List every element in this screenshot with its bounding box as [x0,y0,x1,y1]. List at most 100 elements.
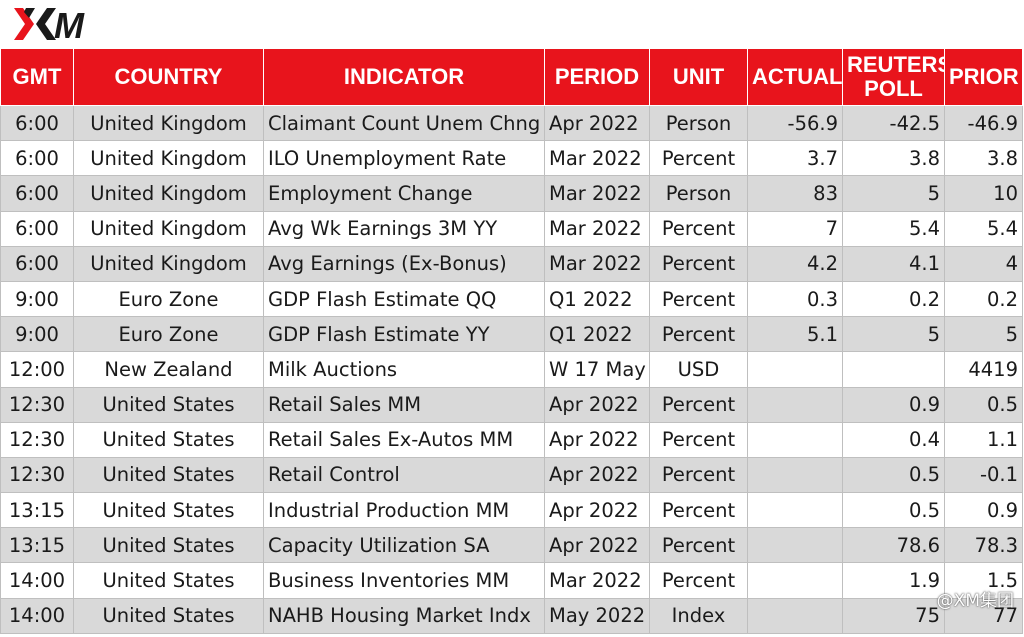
cell-actual [747,421,843,458]
cell-poll: 0.5 [842,456,945,494]
cell-gmt: 12:30 [0,421,74,458]
header-reuters-line1: REUTERS [847,52,945,77]
cell-unit: Percent [649,456,748,494]
cell-indicator: Business Inventories MM [263,562,545,599]
header-reuters-line2: POLL [864,76,923,101]
cell-unit: Percent [649,386,748,423]
cell-poll: 78.6 [842,527,945,564]
cell-poll: 0.4 [842,421,945,458]
cell-unit: Person [649,104,748,142]
cell-period: Apr 2022 [544,492,650,529]
cell-unit: Percent [649,527,748,564]
table-row: 12:30 United States Retail Sales Ex-Autos … [0,421,1023,458]
cell-gmt: 6:00 [0,175,74,212]
cell-unit: Percent [649,210,748,247]
cell-poll [842,351,945,388]
cell-period: Q1 2022 [544,280,650,318]
cell-unit: Percent [649,316,748,353]
cell-indicator: Retail Sales MM [263,386,545,423]
cell-poll: 5 [842,316,945,353]
table-row: 9:00 Euro Zone GDP Flash Estimate YY Q1 202… [0,316,1023,353]
cell-indicator: Retail Control [263,456,545,494]
table-row: 12:30 United States Retail Control Apr 2022… [0,456,1023,494]
cell-gmt: 9:00 [0,316,74,353]
header-unit: UNIT [649,48,748,106]
cell-prior: 0.5 [944,386,1023,423]
table-row: 14:00 United States Business Inventories M… [0,562,1023,599]
cell-indicator: Employment Change [263,175,545,212]
cell-gmt: 12:30 [0,456,74,494]
cell-period: Apr 2022 [544,421,650,458]
table-row: 13:15 United States Industrial Production … [0,492,1023,529]
cell-unit: Percent [649,562,748,599]
cell-unit: Percent [649,421,748,458]
cell-prior: 10 [944,175,1023,212]
header-indicator: INDICATOR [263,48,545,106]
watermark: @XM集团 [936,591,1014,611]
cell-poll: 75 [842,597,945,634]
cell-gmt: 14:00 [0,597,74,634]
cell-actual: 3.7 [747,140,843,177]
cell-period: Mar 2022 [544,140,650,177]
cell-poll: 1.9 [842,562,945,599]
cell-actual [747,456,843,494]
header-row: GMT COUNTRY INDICATOR PERIOD UNIT ACTUAL… [0,48,1023,106]
cell-indicator: GDP Flash Estimate YY [263,316,545,353]
cell-unit: Percent [649,245,748,282]
header-period: PERIOD [544,48,650,106]
cell-indicator: GDP Flash Estimate QQ [263,280,545,318]
cell-prior: 77 [944,597,1023,634]
cell-gmt: 6:00 [0,140,74,177]
cell-prior: 1.1 [944,421,1023,458]
cell-gmt: 12:30 [0,386,74,423]
table-row: 13:15 United States Capacity Utilization S… [0,527,1023,564]
cell-indicator: NAHB Housing Market Indx [263,597,545,634]
cell-country: Euro Zone [73,316,264,353]
cell-country: United Kingdom [73,245,264,282]
cell-period: Mar 2022 [544,210,650,247]
table-row: 12:00 New Zealand Milk Auctions W 17 May USD… [0,351,1023,388]
cell-country: United States [73,386,264,423]
cell-unit: USD [649,351,748,388]
cell-period: Mar 2022 [544,562,650,599]
cell-country: United States [73,456,264,494]
cell-period: Mar 2022 [544,175,650,212]
cell-country: United Kingdom [73,140,264,177]
cell-actual [747,386,843,423]
cell-gmt: 9:00 [0,280,74,318]
cell-period: Apr 2022 [544,456,650,494]
cell-country: United Kingdom [73,210,264,247]
cell-prior: 5 [944,316,1023,353]
cell-actual [747,597,843,634]
table-row: 12:30 United States Retail Sales MM Apr 202… [0,386,1023,423]
cell-period: Apr 2022 [544,104,650,142]
xm-logo: M [14,4,100,44]
cell-gmt: 13:15 [0,492,74,529]
cell-prior: 4419 [944,351,1023,388]
header-gmt: GMT [0,48,74,106]
cell-prior: 0.2 [944,280,1023,318]
cell-country: United States [73,562,264,599]
header-prior: PRIOR [944,48,1023,106]
cell-indicator: Milk Auctions [263,351,545,388]
cell-poll: 5 [842,175,945,212]
cell-poll: 0.9 [842,386,945,423]
cell-period: Mar 2022 [544,245,650,282]
cell-indicator: ILO Unemployment Rate [263,140,545,177]
cell-gmt: 6:00 [0,104,74,142]
cell-unit: Percent [649,280,748,318]
cell-indicator: Avg Earnings (Ex-Bonus) [263,245,545,282]
cell-prior: 4 [944,245,1023,282]
cell-indicator: Claimant Count Unem Chng [263,104,545,142]
cell-poll: 4.1 [842,245,945,282]
cell-indicator: Retail Sales Ex-Autos MM [263,421,545,458]
cell-actual: -56.9 [747,104,843,142]
cell-poll: 3.8 [842,140,945,177]
cell-poll: 0.5 [842,492,945,529]
header-country: COUNTRY [73,48,264,106]
cell-country: United States [73,527,264,564]
cell-indicator: Industrial Production MM [263,492,545,529]
table-row: 6:00 United Kingdom Avg Wk Earnings 3M YY M… [0,210,1023,247]
cell-prior: 5.4 [944,210,1023,247]
cell-poll: -42.5 [842,104,945,142]
